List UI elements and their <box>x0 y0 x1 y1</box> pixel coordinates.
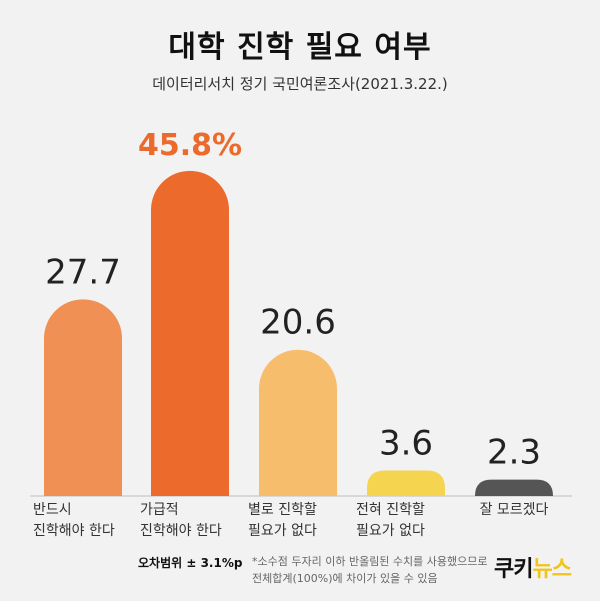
category-label-1-line-2: 진학해야 한다 <box>33 523 115 539</box>
chart-subtitle: 데이터리서치 정기 국민여론조사(2021.3.22.) <box>152 75 448 93</box>
category-label-2-line-2: 진학해야 한다 <box>140 523 222 539</box>
chart-title: 대학 진학 필요 여부 <box>168 30 432 65</box>
rounding-note: *소수점 두자리 이하 반올림된 수치를 사용했으므로 전체합계(100%)에 … <box>252 553 502 587</box>
category-label-4-line-2: 필요가 없다 <box>356 523 425 539</box>
category-label-2-line-1: 가급적 <box>140 502 179 518</box>
kukinews-logo: 쿠키뉴스 <box>494 551 572 583</box>
rounding-note-line-2: 전체합계(100%)에 차이가 있을 수 있음 <box>252 572 438 585</box>
value-label-5: 2.3 <box>487 433 541 473</box>
rounding-note-line-1: *소수점 두자리 이하 반올림된 수치를 사용했으므로 <box>252 555 488 568</box>
logo-part-2: 뉴스 <box>532 557 571 582</box>
category-label-3-line-1: 별로 진학할 <box>248 502 317 518</box>
category-label-4-line-1: 전혀 진학할 <box>356 502 425 518</box>
value-label-1: 27.7 <box>45 252 121 292</box>
value-label-2: 45.8% <box>138 128 242 163</box>
category-label-1-line-1: 반드시 <box>33 502 72 518</box>
category-label-3-line-2: 필요가 없다 <box>248 523 317 539</box>
bar-3 <box>259 349 337 496</box>
margin-of-error: 오차범위 ± 3.1%p <box>138 556 243 570</box>
bar-1 <box>44 299 122 496</box>
bar-4 <box>367 470 445 496</box>
logo-part-1: 쿠키 <box>494 557 533 582</box>
category-label-5-line-1: 잘 모르겠다 <box>480 502 549 518</box>
bar-2 <box>151 170 229 496</box>
bar-5 <box>475 479 553 496</box>
value-label-3: 20.6 <box>260 303 336 343</box>
value-label-4: 3.6 <box>379 423 433 463</box>
